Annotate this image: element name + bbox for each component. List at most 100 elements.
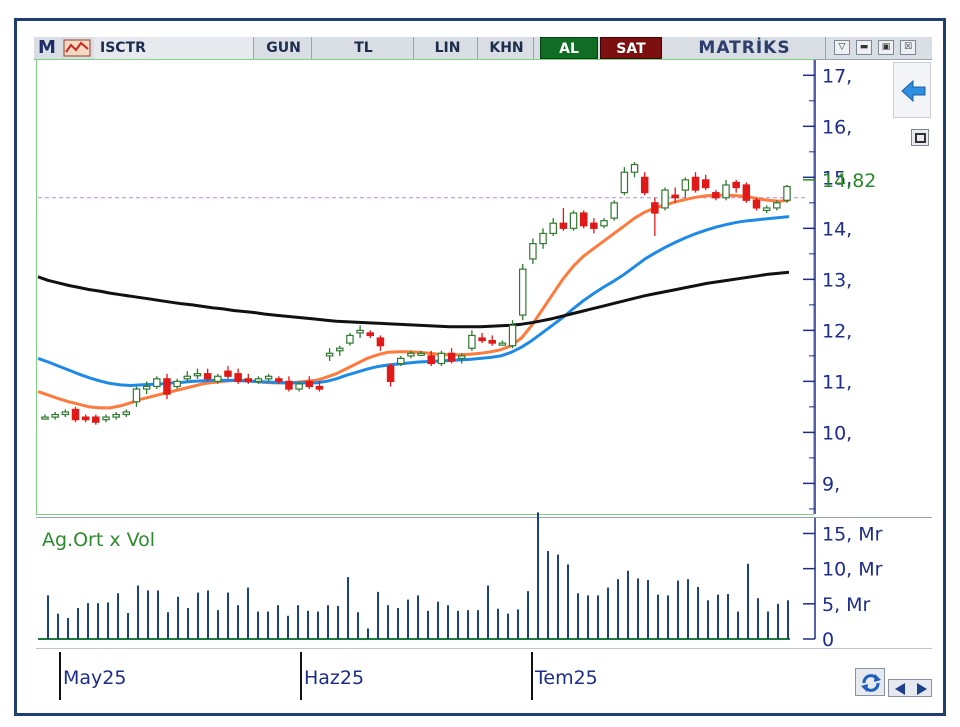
candle-body — [640, 176, 649, 194]
candle — [630, 162, 639, 178]
brand-label: MATRİKS — [664, 37, 826, 59]
candle-body — [315, 385, 324, 390]
candle-body — [773, 202, 781, 209]
candle — [305, 376, 314, 390]
refresh-icon[interactable] — [855, 668, 885, 696]
candle-body — [376, 337, 385, 347]
minimize-icon[interactable]: ▬ — [856, 40, 872, 55]
price-tick-label: 13, — [822, 269, 852, 291]
candle — [478, 332, 486, 344]
candle — [640, 172, 649, 196]
maximize-icon[interactable]: ▣ — [878, 40, 894, 55]
candle-body — [783, 185, 791, 201]
candle-body — [346, 334, 354, 344]
candle-body — [579, 212, 588, 227]
candle-body — [712, 192, 720, 199]
candle-body — [610, 202, 618, 219]
candle — [671, 187, 679, 203]
candle — [173, 378, 181, 390]
candle-body — [122, 411, 131, 416]
candle — [752, 197, 761, 211]
candle — [468, 330, 476, 351]
candle — [539, 228, 547, 249]
candle-body — [600, 220, 608, 227]
candle-body — [397, 357, 405, 365]
candle-body — [518, 268, 527, 316]
candle-body — [671, 194, 679, 199]
candle — [661, 187, 669, 211]
candle — [762, 205, 771, 214]
currency-button[interactable]: TL — [314, 37, 414, 59]
sell-button[interactable]: SAT — [600, 37, 662, 59]
candle — [163, 373, 171, 400]
candle-body — [173, 380, 181, 388]
candle — [142, 381, 151, 395]
khn-button[interactable]: KHN — [480, 37, 534, 59]
candle-body — [193, 373, 202, 377]
candle — [722, 179, 730, 201]
candle — [71, 406, 80, 423]
candle-body — [488, 339, 496, 344]
time-axis — [36, 648, 932, 701]
volume-tick-label: 15, Mr — [822, 523, 883, 545]
scroll-buttons[interactable] — [888, 679, 932, 697]
candle-body — [386, 365, 395, 382]
candle — [92, 414, 100, 425]
candle — [193, 368, 202, 379]
candle — [203, 368, 212, 382]
candle — [214, 373, 222, 384]
chevron-down-icon[interactable]: ▽ — [834, 40, 850, 55]
candle — [732, 179, 740, 193]
candle — [275, 376, 283, 384]
candle-body — [661, 189, 669, 209]
period-button[interactable]: GUN — [256, 37, 312, 59]
candle — [244, 373, 253, 384]
candle-body — [498, 342, 507, 346]
chart-toolbar: M ISCTR GUN TL LIN KHN AL SAT MATRİKS ▽ … — [34, 37, 932, 60]
scroll-right-icon[interactable] — [917, 683, 927, 695]
candle-body — [51, 413, 59, 418]
candle — [183, 371, 192, 382]
price-tick-label: 10, — [822, 422, 852, 444]
restore-square-icon[interactable] — [911, 129, 929, 146]
candle — [681, 177, 690, 198]
price-tick-label: 17, — [822, 65, 852, 87]
candle — [712, 190, 720, 201]
candle-body — [427, 355, 435, 365]
candle — [41, 414, 49, 420]
candle-body — [92, 416, 100, 423]
scroll-left-icon[interactable] — [895, 683, 905, 695]
candle — [508, 320, 517, 349]
panel-arrow-button[interactable] — [893, 62, 931, 118]
candle-body — [102, 416, 110, 421]
candle — [132, 386, 141, 407]
candle — [691, 172, 700, 193]
candle-body — [163, 378, 171, 395]
buy-button[interactable]: AL — [540, 37, 598, 59]
candle — [376, 335, 385, 351]
candle-body — [549, 222, 557, 235]
symbol-chart-icon[interactable] — [62, 37, 92, 59]
candle — [397, 355, 405, 367]
candle-body — [437, 352, 446, 365]
time-tick-label: Haz25 — [304, 667, 364, 689]
candle — [529, 238, 537, 265]
candle — [457, 353, 466, 364]
ma-mid-line — [37, 215, 790, 387]
symbol-selector[interactable]: ISCTR — [94, 37, 254, 59]
candle-body — [142, 385, 151, 390]
scale-button[interactable]: LIN — [418, 37, 478, 59]
close-icon[interactable]: ☒ — [900, 40, 916, 55]
candle-body — [153, 378, 161, 388]
candle — [153, 376, 161, 390]
candle-body — [651, 202, 659, 214]
candle-body — [336, 347, 344, 352]
candle — [407, 350, 415, 359]
candle-body — [529, 243, 537, 260]
candle — [285, 376, 293, 392]
candle — [579, 210, 588, 229]
candle-body — [590, 222, 598, 229]
price-panel[interactable] — [36, 59, 814, 515]
candle — [122, 409, 131, 418]
